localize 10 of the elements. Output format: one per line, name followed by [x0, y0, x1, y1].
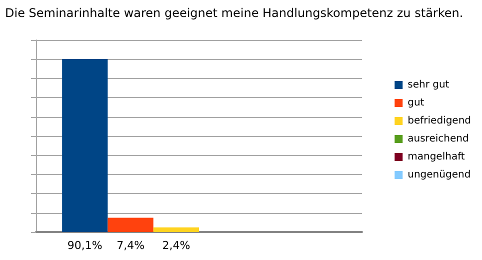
chart-title: Die Seminarinhalte waren geeignet meine Handlungskompetenz zu stärken. — [5, 6, 464, 20]
legend-label: befriedigend — [408, 116, 471, 126]
legend-label: gut — [408, 98, 424, 108]
legend-label: mangelhaft — [408, 152, 465, 162]
legend-label: sehr gut — [408, 80, 450, 90]
data-label: 90,1% — [67, 239, 102, 252]
legend-label: ungenügend — [408, 170, 471, 180]
data-label: 2,4% — [162, 239, 190, 252]
data-label: 7,4% — [116, 239, 145, 252]
legend-label: ausreichend — [408, 134, 469, 144]
